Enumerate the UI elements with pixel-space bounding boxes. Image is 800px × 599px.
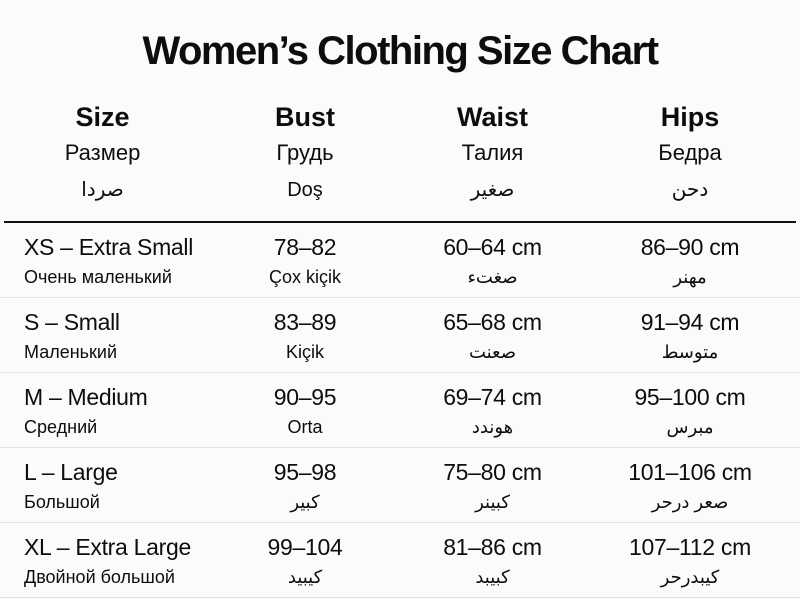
header-divider [4, 221, 796, 223]
size-value: M – Medium [24, 384, 148, 410]
table-header-row: Size Размер صردا Bust Грудь Doş Waist Та… [0, 102, 800, 205]
hips-value: 107–112 cm [629, 534, 751, 560]
bust-cell: 95–98 كبير [205, 458, 405, 515]
col-header-hips-en: Hips [660, 102, 720, 132]
col-header-waist-en: Waist [456, 102, 528, 132]
bust-cell: 99–104 كيبيد [205, 533, 405, 590]
bust-cell: 78–82 Çox kiçik [205, 233, 405, 290]
col-header-waist-ru: Талия [461, 140, 524, 165]
size-cell: S – Small Маленький [0, 308, 205, 365]
waist-cell: 75–80 cm كبينر [405, 458, 580, 515]
table-row-xs: XS – Extra Small Очень маленький 78–82 Ç… [0, 223, 800, 298]
bust-translation: Kiçik [285, 342, 324, 362]
hips-cell: 86–90 cm مهنر [580, 233, 800, 290]
waist-value: 65–68 cm [443, 309, 542, 335]
hips-translation: مبرس [666, 417, 714, 437]
bust-translation: Çox kiçik [268, 267, 341, 287]
col-header-size-en: Size [75, 102, 130, 132]
table-row-m: M – Medium Средний 90–95 Orta 69–74 cm ه… [0, 373, 800, 448]
waist-cell: 69–74 cm هوندد [405, 383, 580, 440]
size-translation: Маленький [24, 342, 118, 362]
hips-translation: صعر درحر [651, 492, 729, 512]
col-header-bust-ru: Грудь [276, 140, 334, 165]
size-value: XS – Extra Small [24, 234, 194, 260]
bust-translation: كيبيد [287, 567, 323, 587]
bust-translation: Orta [287, 417, 323, 437]
hips-value: 95–100 cm [634, 384, 746, 410]
bust-cell: 90–95 Orta [205, 383, 405, 440]
bust-value: 78–82 [273, 234, 337, 260]
size-value: S – Small [24, 309, 120, 335]
col-header-size: Size Размер صردا [0, 102, 205, 205]
table-row-s: S – Small Маленький 83–89 Kiçik 65–68 cm… [0, 298, 800, 373]
page-title: Women’s Clothing Size Chart [142, 29, 659, 73]
hips-cell: 91–94 cm متوسط [580, 308, 800, 365]
col-header-waist: Waist Талия صغير [405, 102, 580, 205]
waist-value: 60–64 cm [443, 234, 542, 260]
waist-cell: 60–64 cm صغتء [405, 233, 580, 290]
hips-value: 101–106 cm [628, 459, 752, 485]
hips-translation: مهنر [673, 267, 707, 287]
waist-value: 81–86 cm [443, 534, 542, 560]
hips-cell: 107–112 cm كيبدرحر [580, 533, 800, 590]
waist-translation: كبينر [475, 492, 510, 512]
col-header-hips-ar: دحن [671, 179, 709, 201]
table-row-xl: XL – Extra Large Двойной большой 99–104 … [0, 523, 800, 598]
bust-value: 90–95 [273, 384, 337, 410]
col-header-bust-en: Bust [275, 102, 335, 132]
waist-cell: 81–86 cm كبيبد [405, 533, 580, 590]
size-cell: L – Large Большой [0, 458, 205, 515]
waist-translation: هوندد [471, 417, 514, 437]
col-header-size-ru: Размер [64, 140, 141, 165]
waist-translation: صغتء [467, 267, 518, 287]
size-value: L – Large [24, 459, 118, 485]
col-header-hips-ru: Бедра [658, 140, 722, 165]
bust-value: 95–98 [273, 459, 337, 485]
waist-translation: صعنت [468, 342, 517, 362]
col-header-waist-ar: صغير [470, 179, 515, 201]
size-cell: M – Medium Средний [0, 383, 205, 440]
waist-value: 75–80 cm [443, 459, 542, 485]
size-value: XL – Extra Large [24, 534, 191, 560]
hips-cell: 95–100 cm مبرس [580, 383, 800, 440]
size-cell: XS – Extra Small Очень маленький [0, 233, 205, 290]
waist-value: 69–74 cm [443, 384, 542, 410]
table-row-l: L – Large Большой 95–98 كبير 75–80 cm كب… [0, 448, 800, 523]
size-translation: Большой [24, 492, 100, 512]
bust-cell: 83–89 Kiçik [205, 308, 405, 365]
size-cell: XL – Extra Large Двойной большой [0, 533, 205, 590]
size-translation: Двойной большой [24, 567, 175, 587]
bust-value: 83–89 [273, 309, 337, 335]
waist-translation: كبيبد [475, 567, 510, 587]
size-translation: Средний [24, 417, 98, 437]
col-header-hips: Hips Бедра دحن [580, 102, 800, 205]
size-table-body: XS – Extra Small Очень маленький 78–82 Ç… [0, 223, 800, 599]
bust-translation: كبير [290, 492, 320, 512]
col-header-bust: Bust Грудь Doş [205, 102, 405, 205]
hips-translation: كيبدرحر [660, 567, 720, 587]
size-translation: Очень маленький [24, 267, 172, 287]
col-header-size-ar: صردا [81, 179, 124, 201]
hips-cell: 101–106 cm صعر درحر [580, 458, 800, 515]
hips-value: 91–94 cm [640, 309, 740, 335]
col-header-bust-ar: Doş [287, 179, 323, 201]
hips-translation: متوسط [661, 342, 719, 362]
hips-value: 86–90 cm [640, 234, 740, 260]
waist-cell: 65–68 cm صعنت [405, 308, 580, 365]
bust-value: 99–104 [267, 534, 343, 560]
